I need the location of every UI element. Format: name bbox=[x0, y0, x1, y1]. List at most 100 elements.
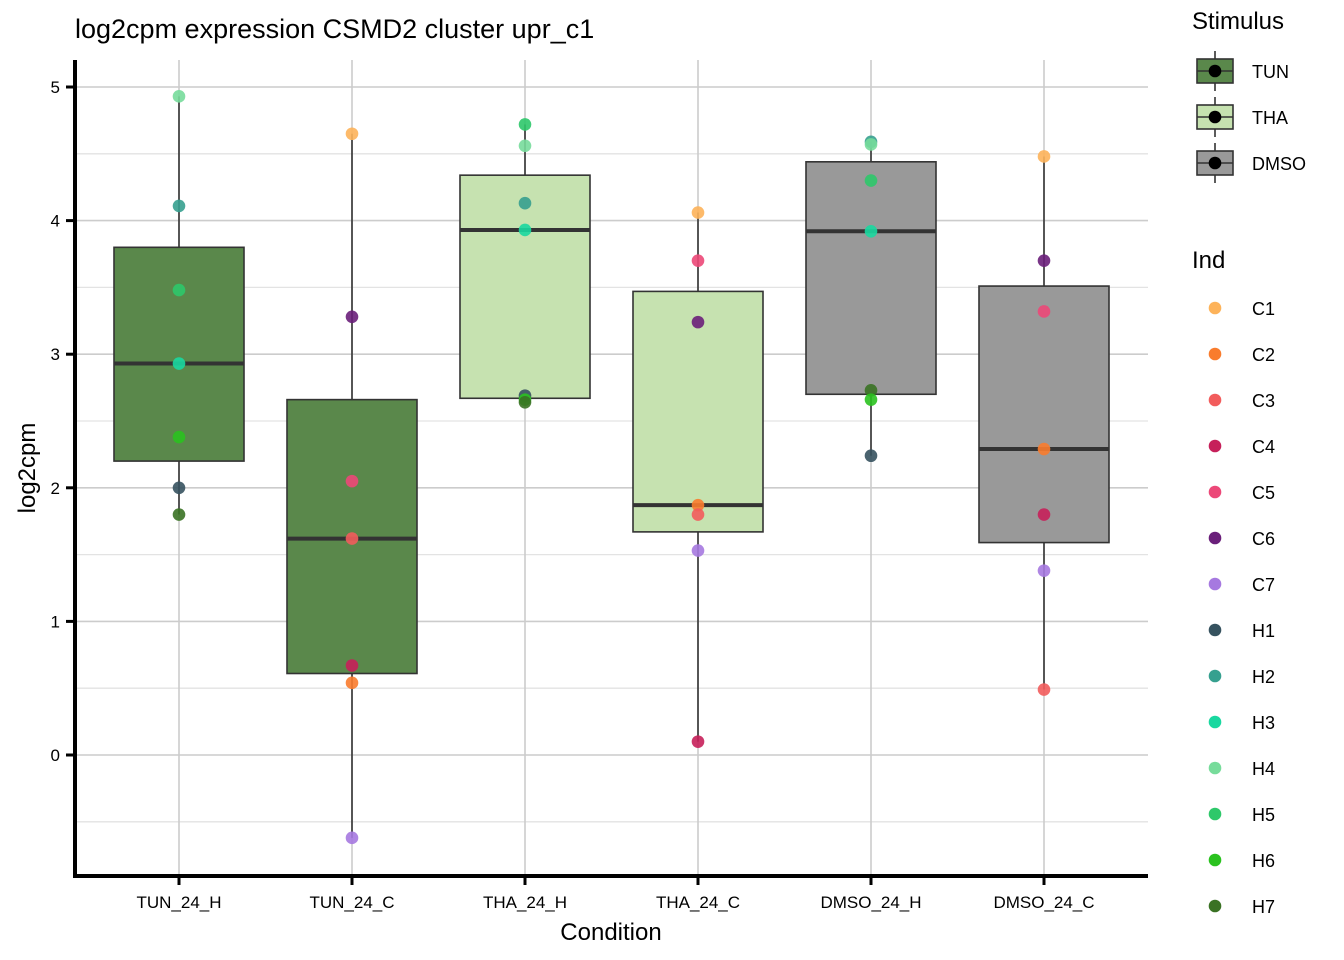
y-axis-title: log2cpm bbox=[14, 423, 41, 514]
box-body bbox=[632, 290, 764, 533]
point-tun-24-c-c1 bbox=[345, 127, 359, 141]
stimulus-legend-item-dmso: DMSO bbox=[1196, 143, 1306, 183]
point-dmso-24-h-h7 bbox=[864, 383, 878, 397]
ind-legend-label: C7 bbox=[1252, 575, 1275, 595]
x-tick-label: THA_24_C bbox=[656, 893, 740, 912]
y-tick-label: 2 bbox=[51, 479, 60, 498]
box-tun-24-h bbox=[113, 96, 245, 515]
legend-point-icon bbox=[1208, 110, 1222, 124]
point-tha-24-h-h7 bbox=[518, 395, 532, 409]
box-dmso-24-c bbox=[978, 156, 1110, 690]
point-tha-24-c-c7 bbox=[691, 544, 705, 557]
point-dmso-24-h-h4 bbox=[864, 138, 878, 151]
ind-legend-dot-icon bbox=[1208, 485, 1222, 499]
point-tun-24-h-h2 bbox=[172, 199, 186, 213]
point-dmso-24-c-c4 bbox=[1037, 508, 1051, 521]
ind-legend-item-c3: C3 bbox=[1208, 391, 1275, 411]
point-tun-24-h-h7 bbox=[172, 508, 186, 521]
ind-legend-item-h7: H7 bbox=[1208, 897, 1275, 917]
ind-legend-dot-icon bbox=[1208, 623, 1222, 637]
ind-legend-label: H6 bbox=[1252, 851, 1275, 871]
ind-legend-item-c1: C1 bbox=[1208, 299, 1275, 319]
point-tun-24-c-c7 bbox=[345, 831, 359, 845]
ind-legend-label: H7 bbox=[1252, 897, 1275, 917]
y-tick-label: 1 bbox=[51, 612, 60, 631]
point-dmso-24-h-h6 bbox=[864, 393, 878, 406]
point-tha-24-c-c4 bbox=[691, 735, 705, 748]
point-tha-24-h-h3 bbox=[518, 223, 532, 237]
x-tick-label: DMSO_24_H bbox=[820, 893, 921, 912]
legend-point-icon bbox=[1208, 64, 1222, 78]
legend-point-icon bbox=[1208, 156, 1222, 170]
box-body bbox=[113, 246, 245, 462]
ind-legend-dot-icon bbox=[1208, 301, 1222, 315]
ind-legend-dot-icon bbox=[1208, 899, 1222, 913]
stimulus-legend-title: Stimulus bbox=[1192, 8, 1284, 35]
ind-legend-title: Ind bbox=[1192, 247, 1225, 274]
point-dmso-24-c-c5 bbox=[1037, 305, 1051, 318]
ind-legend: C1 C2 C3 C4 C5 C6 C7 H1 H2 H3 H4 H5 H6 H7 bbox=[1208, 299, 1275, 917]
box-body bbox=[978, 285, 1110, 544]
stimulus-legend-label: THA bbox=[1252, 108, 1288, 128]
point-dmso-24-c-c2 bbox=[1037, 442, 1051, 456]
point-tha-24-c-c1 bbox=[691, 206, 705, 219]
point-tun-24-h-h3 bbox=[172, 357, 186, 370]
ind-legend-item-h6: H6 bbox=[1208, 851, 1275, 871]
x-tick-label: THA_24_H bbox=[483, 893, 567, 912]
stimulus-legend-item-tha: THA bbox=[1196, 97, 1288, 137]
y-tick-label: 5 bbox=[51, 78, 60, 97]
chart-title: log2cpm expression CSMD2 cluster upr_c1 bbox=[75, 14, 594, 44]
stimulus-legend: TUN THA DMSO bbox=[1196, 51, 1306, 183]
ind-legend-label: H2 bbox=[1252, 667, 1275, 687]
data-points bbox=[172, 90, 1051, 845]
ind-legend-dot-icon bbox=[1208, 393, 1222, 407]
y-tick-label: 3 bbox=[51, 345, 60, 364]
ind-legend-item-h4: H4 bbox=[1208, 759, 1275, 779]
point-tha-24-h-h4 bbox=[518, 139, 532, 153]
ind-legend-label: C6 bbox=[1252, 529, 1275, 549]
point-dmso-24-c-c6 bbox=[1037, 254, 1051, 267]
ind-legend-dot-icon bbox=[1208, 669, 1222, 683]
box-tha-24-c bbox=[632, 212, 764, 742]
point-tha-24-c-c2 bbox=[691, 498, 705, 512]
point-dmso-24-c-c7 bbox=[1037, 564, 1051, 577]
stimulus-legend-item-tun: TUN bbox=[1196, 51, 1289, 91]
point-tun-24-c-c3 bbox=[345, 532, 359, 545]
ind-legend-dot-icon bbox=[1208, 531, 1222, 545]
ind-legend-label: H5 bbox=[1252, 805, 1275, 825]
ind-legend-item-c2: C2 bbox=[1208, 345, 1275, 365]
stimulus-legend-label: DMSO bbox=[1252, 154, 1306, 174]
ind-legend-item-h5: H5 bbox=[1208, 805, 1275, 825]
y-tick-label: 4 bbox=[51, 212, 60, 231]
y-tick-label: 0 bbox=[51, 746, 60, 765]
point-dmso-24-h-h1 bbox=[864, 449, 878, 463]
ind-legend-dot-icon bbox=[1208, 761, 1222, 775]
ind-legend-label: C1 bbox=[1252, 299, 1275, 319]
ind-legend-label: C5 bbox=[1252, 483, 1275, 503]
point-tun-24-c-c4 bbox=[345, 659, 359, 672]
box-body bbox=[805, 161, 937, 396]
point-tun-24-c-c6 bbox=[345, 310, 359, 324]
ind-legend-item-h3: H3 bbox=[1208, 713, 1275, 733]
point-tha-24-c-c3 bbox=[691, 508, 705, 521]
point-dmso-24-h-h5 bbox=[864, 174, 878, 187]
x-tick-label: DMSO_24_C bbox=[993, 893, 1094, 912]
ind-legend-dot-icon bbox=[1208, 439, 1222, 453]
point-tun-24-h-h1 bbox=[172, 481, 186, 495]
axes: 0 1 2 3 4 5 TUN_24_H TUN_24_C THA_24_H THA_24_C DM… bbox=[51, 60, 1148, 912]
box-body bbox=[459, 174, 591, 400]
point-tun-24-c-c2 bbox=[345, 676, 359, 690]
x-tick-label: TUN_24_C bbox=[309, 893, 394, 912]
ind-legend-label: C3 bbox=[1252, 391, 1275, 411]
ind-legend-label: H1 bbox=[1252, 621, 1275, 641]
point-tha-24-h-h5 bbox=[518, 118, 532, 131]
ind-legend-label: C2 bbox=[1252, 345, 1275, 365]
ind-legend-label: H4 bbox=[1252, 759, 1275, 779]
ind-legend-item-c4: C4 bbox=[1208, 437, 1275, 457]
ind-legend-dot-icon bbox=[1208, 347, 1222, 361]
point-tha-24-c-c5 bbox=[691, 254, 705, 267]
ind-legend-item-c5: C5 bbox=[1208, 483, 1275, 503]
ind-legend-label: C4 bbox=[1252, 437, 1275, 457]
ind-legend-item-h2: H2 bbox=[1208, 667, 1275, 687]
